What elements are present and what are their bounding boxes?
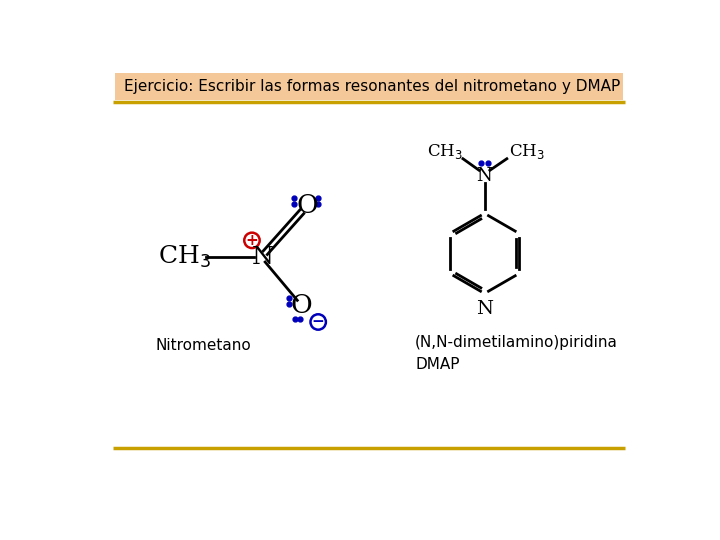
Text: N: N [252,246,274,269]
Text: N: N [476,300,493,318]
Text: CH$_3$: CH$_3$ [426,141,462,160]
Text: Ejercicio: Escribir las formas resonantes del nitrometano y DMAP: Ejercicio: Escribir las formas resonante… [124,79,621,94]
Text: +: + [246,233,258,248]
Text: O: O [290,293,312,318]
Text: CH$_3$: CH$_3$ [158,244,211,271]
Text: Nitrometano: Nitrometano [156,339,251,353]
Text: (N,N-dimetilamino)piridina
DMAP: (N,N-dimetilamino)piridina DMAP [415,335,618,372]
Text: CH$_3$: CH$_3$ [509,141,545,160]
Text: −: − [312,314,325,329]
Bar [115,72,623,100]
Text: N: N [477,167,492,185]
Text: O: O [297,193,318,218]
